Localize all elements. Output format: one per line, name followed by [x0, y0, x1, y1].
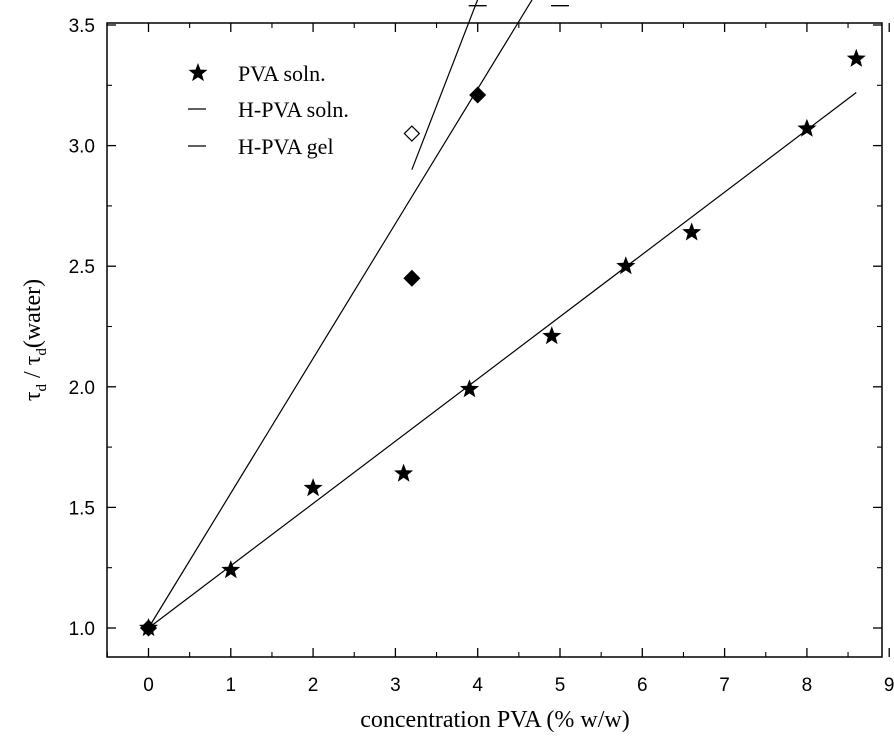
data-point-star [394, 463, 414, 482]
data-markers [139, 48, 866, 637]
data-point-filled-diamond [403, 269, 421, 287]
axis-ticks [106, 23, 890, 657]
legend-label: PVA soln. [238, 61, 326, 86]
x-tick-label: 4 [472, 675, 483, 696]
x-tick-label: 8 [802, 675, 813, 696]
x-tick-label: 0 [143, 675, 154, 696]
axis-tick-labels: 01234567891.01.52.02.53.03.54.04.55.05.5… [69, 16, 894, 696]
data-point-filled-diamond [469, 86, 487, 104]
x-tick-label: 9 [884, 675, 894, 696]
data-point-star [221, 560, 241, 579]
fit-line [411, 0, 479, 170]
y-tick-label: 3.0 [69, 137, 95, 158]
legend-label: H-PVA soln. [238, 97, 349, 122]
x-tick-label: 5 [555, 675, 566, 696]
fit-lines [147, 0, 857, 629]
y-tick-label: 2.5 [69, 257, 95, 278]
data-point-star [797, 118, 817, 137]
y-tick-label: 3.5 [69, 16, 95, 37]
fit-line [148, 92, 857, 629]
x-tick-label: 1 [226, 675, 237, 696]
data-point-filled-diamond [140, 619, 157, 637]
y-tick-label: 1.5 [69, 498, 95, 519]
x-tick-label: 3 [390, 675, 401, 696]
fit-line [147, 0, 533, 629]
y-axis-title-mid: / τ [20, 355, 46, 384]
y-tick-label: 2.0 [69, 378, 95, 399]
y-axis-title-sub: d [34, 383, 50, 391]
y-axis-title-tail: (water) [20, 279, 46, 348]
data-point-star [616, 256, 636, 275]
data-point-star [542, 326, 562, 345]
data-point-star [303, 478, 323, 497]
data-point-star [846, 48, 866, 67]
y-axis-title: τd / τd(water) [20, 279, 50, 401]
y-axis-title-tau: τ [20, 391, 46, 401]
data-point-open-diamond [403, 125, 421, 142]
data-point-star [460, 379, 479, 398]
x-tick-label: 2 [308, 675, 319, 696]
y-tick-label: 1.0 [69, 619, 95, 640]
plot-frame [106, 22, 883, 658]
x-axis-title: concentration PVA (% w/w) [360, 707, 630, 733]
legend: PVA soln. H-PVA soln. H-PVA gel [188, 61, 349, 159]
legend-marker [188, 63, 208, 82]
data-point-star [682, 222, 702, 241]
legend-label: H-PVA gel [238, 134, 334, 159]
y-axis-title-sub2: d [34, 348, 50, 356]
x-tick-label: 7 [719, 675, 730, 696]
x-tick-label: 6 [637, 675, 648, 696]
